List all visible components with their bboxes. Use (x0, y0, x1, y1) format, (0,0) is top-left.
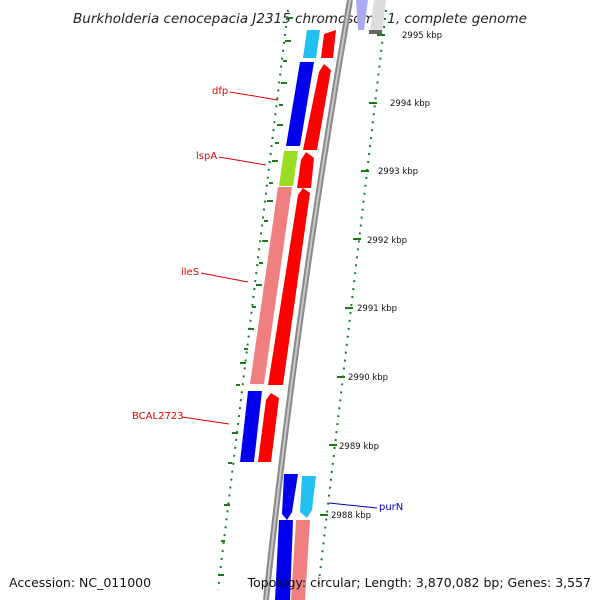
cds-ileS-red (268, 188, 310, 385)
backbone (263, 0, 353, 600)
gene-label-purN: purN (379, 502, 403, 513)
genome-title: Burkholderia cenocepacia J2315 chromosom… (73, 11, 527, 27)
cds-features (240, 30, 336, 600)
ruler-label-2990: 2990 kbp (348, 373, 388, 383)
cds-lspA-red (297, 152, 314, 188)
cds-dfp-red (303, 64, 331, 150)
gene-callouts: dfp lspA ileS BCAL2723 purN (132, 86, 403, 513)
ruler-labels: 2995 kbp 2994 kbp 2993 kbp 2992 kbp 2991… (331, 31, 442, 521)
cds-ileS-salmon (250, 187, 292, 384)
cds-purN-blue (282, 474, 298, 520)
cds-BCAL2723-blue (240, 391, 262, 462)
outer-ruler-ticks (217, 9, 293, 591)
ruler-label-2991: 2991 kbp (357, 304, 397, 314)
cds-bottom-salmon (291, 520, 310, 600)
topology-summary: Topology: circular; Length: 3,870,082 bp… (247, 575, 591, 590)
accession-text: Accession: NC_011000 (9, 575, 151, 590)
inner-ruler (317, 9, 387, 591)
gene-label-ileS: ileS (181, 267, 199, 278)
gene-label-dfp: dfp (212, 86, 228, 97)
cds-purN-light-blue (300, 476, 316, 518)
ruler-label-2994: 2994 kbp (390, 99, 430, 109)
cds-BCAL2723-red (258, 393, 279, 462)
ruler-label-2989: 2989 kbp (339, 442, 379, 452)
cds-bottom-blue (275, 520, 293, 600)
cds-lspA-green (279, 151, 298, 186)
ruler-label-2992: 2992 kbp (367, 236, 407, 246)
cds-dfp-blue (286, 62, 314, 146)
gene-label-lspA: lspA (196, 151, 217, 162)
ruler-label-2993: 2993 kbp (378, 167, 418, 177)
cds-red-top (321, 30, 336, 58)
ruler-label-2988: 2988 kbp (331, 511, 371, 521)
ruler-label-2995: 2995 kbp (402, 31, 442, 41)
top-partial-feature (356, 0, 386, 34)
cds-light-blue-top (303, 30, 320, 58)
gene-label-BCAL2723: BCAL2723 (132, 411, 184, 422)
